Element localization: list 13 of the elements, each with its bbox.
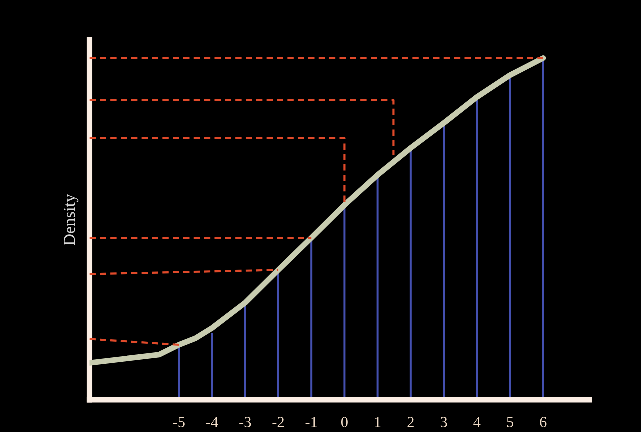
x-tick-label: 4 <box>474 417 481 428</box>
x-tick-label: 1 <box>375 417 381 428</box>
x-tick-label: 2 <box>408 417 414 428</box>
y-axis-title: Density <box>64 194 79 246</box>
x-tick-label: -5 <box>173 417 185 428</box>
x-tick-label: -1 <box>306 417 318 428</box>
x-tick-label: -2 <box>272 417 284 428</box>
x-tick-label: 3 <box>440 417 448 428</box>
x-tick-label: -4 <box>206 417 218 428</box>
x-tick-label: 0 <box>341 417 348 428</box>
x-tick-label: 6 <box>540 417 547 428</box>
x-tick-label: 5 <box>507 417 514 428</box>
x-tick-label: -3 <box>240 417 252 428</box>
